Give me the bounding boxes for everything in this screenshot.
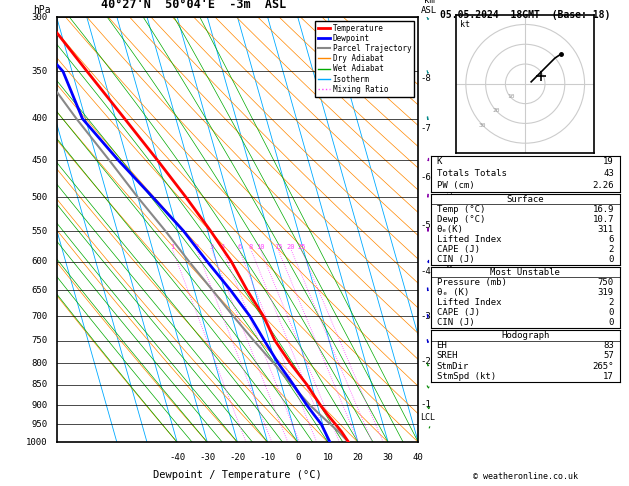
Text: K: K: [437, 157, 442, 166]
Text: PW (cm): PW (cm): [437, 181, 474, 191]
Text: 750: 750: [598, 278, 614, 287]
Text: CAPE (J): CAPE (J): [437, 245, 479, 254]
Text: 750: 750: [31, 336, 48, 345]
Text: 0: 0: [608, 255, 614, 264]
Text: 19: 19: [603, 157, 614, 166]
Text: 40: 40: [413, 453, 424, 462]
Text: θₑ (K): θₑ (K): [437, 288, 469, 297]
Text: 850: 850: [31, 381, 48, 389]
Text: 10: 10: [323, 453, 333, 462]
Text: 6: 6: [608, 235, 614, 244]
Text: 83: 83: [603, 341, 614, 350]
Text: 05.05.2024  18GMT  (Base: 18): 05.05.2024 18GMT (Base: 18): [440, 10, 610, 20]
Text: 8: 8: [249, 244, 253, 250]
Text: 57: 57: [603, 351, 614, 361]
Text: 30: 30: [479, 122, 486, 128]
Text: Pressure (mb): Pressure (mb): [437, 278, 506, 287]
Text: 3: 3: [210, 244, 214, 250]
Text: 1000: 1000: [26, 438, 48, 447]
Text: -7: -7: [420, 124, 431, 133]
Text: Lifted Index: Lifted Index: [437, 298, 501, 307]
Text: 15: 15: [274, 244, 282, 250]
Text: 2: 2: [608, 245, 614, 254]
Text: 311: 311: [598, 225, 614, 234]
Text: 500: 500: [31, 193, 48, 202]
Text: 2.26: 2.26: [593, 181, 614, 191]
Text: Dewpoint / Temperature (°C): Dewpoint / Temperature (°C): [153, 470, 322, 480]
Text: 4: 4: [221, 244, 225, 250]
Text: 319: 319: [598, 288, 614, 297]
Text: 17: 17: [603, 372, 614, 381]
Text: -8: -8: [420, 74, 431, 83]
Text: Mixing Ratio (g/kg): Mixing Ratio (g/kg): [447, 182, 455, 277]
Text: 10.7: 10.7: [593, 215, 614, 224]
Text: 10: 10: [507, 94, 515, 99]
Text: CIN (J): CIN (J): [437, 255, 474, 264]
Text: 600: 600: [31, 257, 48, 266]
Text: 800: 800: [31, 359, 48, 368]
Text: -20: -20: [230, 453, 245, 462]
Text: -40: -40: [169, 453, 185, 462]
Text: StmDir: StmDir: [437, 362, 469, 371]
Text: Temp (°C): Temp (°C): [437, 205, 485, 214]
Text: 20: 20: [353, 453, 364, 462]
Text: 350: 350: [31, 67, 48, 76]
Text: 265°: 265°: [593, 362, 614, 371]
Text: 700: 700: [31, 312, 48, 321]
Text: km
ASL: km ASL: [421, 0, 437, 15]
Text: 40°27'N  50°04'E  -3m  ASL: 40°27'N 50°04'E -3m ASL: [101, 0, 287, 11]
Text: LCL: LCL: [420, 413, 435, 422]
Text: 0: 0: [608, 308, 614, 317]
Text: 10: 10: [256, 244, 265, 250]
Legend: Temperature, Dewpoint, Parcel Trajectory, Dry Adiabat, Wet Adiabat, Isotherm, Mi: Temperature, Dewpoint, Parcel Trajectory…: [315, 21, 415, 97]
Text: 20: 20: [287, 244, 296, 250]
Text: -10: -10: [260, 453, 276, 462]
Text: Most Unstable: Most Unstable: [490, 268, 560, 277]
Text: -30: -30: [199, 453, 215, 462]
Text: 1: 1: [170, 244, 175, 250]
Text: 25: 25: [297, 244, 306, 250]
Text: 43: 43: [603, 169, 614, 178]
Text: -3: -3: [420, 312, 431, 321]
Text: 900: 900: [31, 400, 48, 410]
Text: 550: 550: [31, 226, 48, 236]
Text: 450: 450: [31, 156, 48, 165]
Text: © weatheronline.co.uk: © weatheronline.co.uk: [473, 472, 577, 481]
Text: -1: -1: [420, 400, 431, 409]
Text: -6: -6: [420, 173, 431, 182]
Text: 20: 20: [493, 108, 501, 113]
Text: 6: 6: [237, 244, 242, 250]
Text: CAPE (J): CAPE (J): [437, 308, 479, 317]
Text: -4: -4: [420, 267, 431, 276]
Text: 300: 300: [31, 13, 48, 21]
Text: CIN (J): CIN (J): [437, 318, 474, 328]
Text: 400: 400: [31, 114, 48, 123]
Text: EH: EH: [437, 341, 447, 350]
Text: Hodograph: Hodograph: [501, 331, 549, 340]
Text: Dewp (°C): Dewp (°C): [437, 215, 485, 224]
Text: 16.9: 16.9: [593, 205, 614, 214]
Text: Totals Totals: Totals Totals: [437, 169, 506, 178]
Text: hPa: hPa: [33, 5, 51, 15]
Text: Surface: Surface: [506, 195, 544, 204]
Text: -2: -2: [420, 357, 431, 366]
Text: 2: 2: [608, 298, 614, 307]
Text: 30: 30: [383, 453, 394, 462]
Text: 0: 0: [295, 453, 301, 462]
Text: Lifted Index: Lifted Index: [437, 235, 501, 244]
Text: 2: 2: [195, 244, 199, 250]
Text: kt: kt: [460, 20, 470, 29]
Text: θₑ(K): θₑ(K): [437, 225, 464, 234]
Text: 0: 0: [608, 318, 614, 328]
Text: SREH: SREH: [437, 351, 458, 361]
Text: -5: -5: [420, 221, 431, 230]
Text: 650: 650: [31, 286, 48, 295]
Text: StmSpd (kt): StmSpd (kt): [437, 372, 496, 381]
Text: 950: 950: [31, 419, 48, 429]
